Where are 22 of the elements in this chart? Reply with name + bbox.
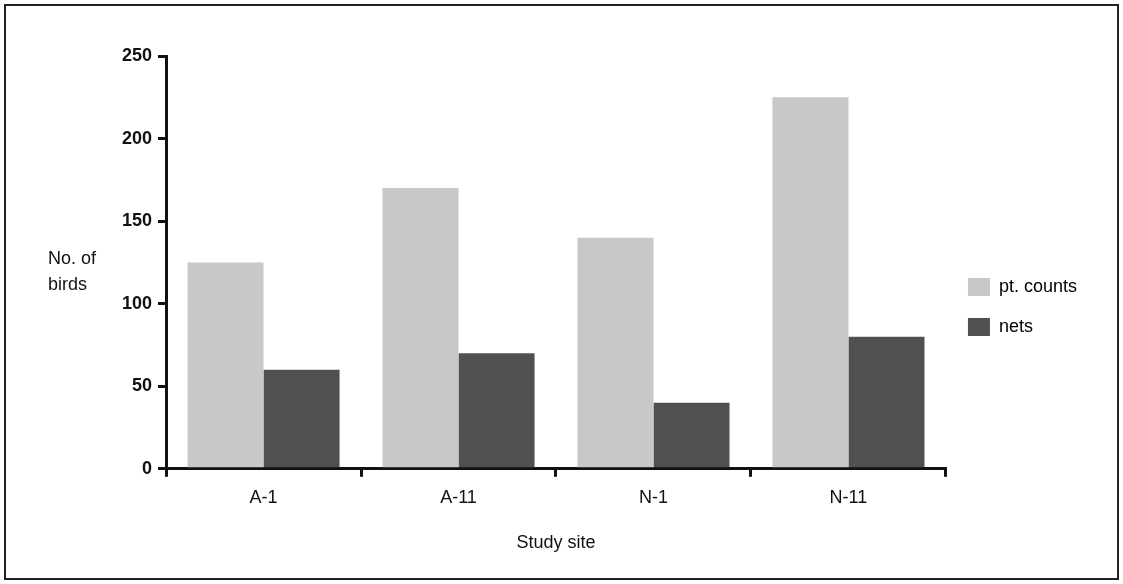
y-tick-label: 250 (121, 44, 153, 65)
legend-label: nets (998, 315, 1033, 336)
x-tick-label: N-11 (829, 486, 868, 507)
bar (187, 262, 264, 468)
bar (653, 402, 730, 468)
x-tick-label: A-1 (249, 486, 278, 507)
x-tick-label: N-1 (638, 486, 668, 507)
y-tick-label: 50 (132, 375, 153, 396)
x-axis-title: Study site (516, 532, 596, 553)
bar (458, 353, 535, 468)
y-tick-label: 150 (121, 210, 153, 231)
bar (577, 237, 654, 468)
y-tick-label: 100 (121, 292, 153, 313)
bar (848, 336, 925, 468)
y-tick-label: 200 (121, 127, 153, 148)
legend-label: pt. counts (998, 275, 1077, 296)
bar (382, 188, 459, 468)
y-axis-title: No. of birds (48, 248, 98, 295)
bar (772, 97, 849, 468)
x-tick-label: A-11 (440, 486, 477, 507)
bar (263, 369, 340, 468)
y-tick-label: 0 (142, 457, 153, 478)
